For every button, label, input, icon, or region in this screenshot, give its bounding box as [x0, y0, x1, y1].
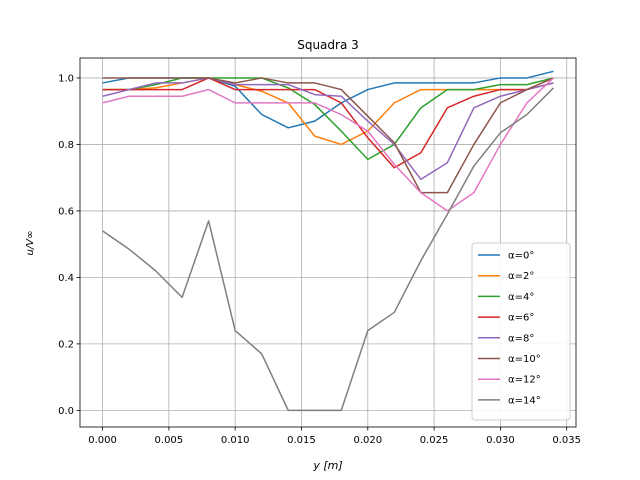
series-line-7 [102, 87, 554, 412]
x-tick-label: 0.025 [420, 435, 449, 446]
legend-label-3: α=6° [508, 313, 534, 324]
y-tick-label: 0.0 [58, 406, 74, 417]
legend-label-4: α=8° [508, 333, 534, 344]
x-tick-label: 0.035 [552, 435, 581, 446]
y-tick-label: 0.2 [58, 339, 74, 350]
series-line-2 [102, 77, 554, 161]
legend-label-0: α=0° [508, 251, 534, 262]
series-line-3 [102, 77, 554, 169]
x-tick-label: 0.000 [88, 435, 117, 446]
legend-label-5: α=10° [508, 354, 541, 365]
y-tick-label: 1.0 [58, 73, 74, 84]
y-axis-ticks: 0.0 0.2 0.4 0.6 0.8 1.0 [58, 73, 80, 417]
series-lines [102, 70, 554, 412]
y-tick-label: 0.6 [58, 206, 74, 217]
legend-label-1: α=2° [508, 271, 534, 282]
legend-label-6: α=12° [508, 375, 541, 386]
legend: α=0° α=2° α=4° α=6° α=8° α=10° α=12° α=14° [471, 242, 571, 421]
legend-box [471, 242, 571, 421]
y-tick-label: 0.8 [58, 140, 74, 151]
x-axis-ticks: 0.000 0.005 0.010 0.015 0.020 0.025 0.030 0.035 [88, 427, 581, 446]
y-axis-label: u/V∞ [25, 231, 36, 256]
y-tick-label: 0.4 [58, 273, 74, 284]
x-tick-label: 0.005 [155, 435, 184, 446]
chart-title: Squadra 3 [297, 38, 359, 52]
x-tick-label: 0.010 [221, 435, 250, 446]
series-line-1 [102, 77, 554, 146]
plot-frame [79, 57, 577, 428]
x-axis-label: y [m] [312, 459, 342, 472]
series-line-5 [102, 77, 554, 194]
x-tick-label: 0.015 [287, 435, 316, 446]
series-line-4 [102, 77, 554, 181]
legend-label-7: α=14° [508, 395, 541, 406]
x-tick-label: 0.020 [353, 435, 382, 446]
series-line-6 [102, 77, 554, 212]
x-tick-label: 0.030 [486, 435, 515, 446]
legend-label-2: α=4° [508, 292, 534, 303]
